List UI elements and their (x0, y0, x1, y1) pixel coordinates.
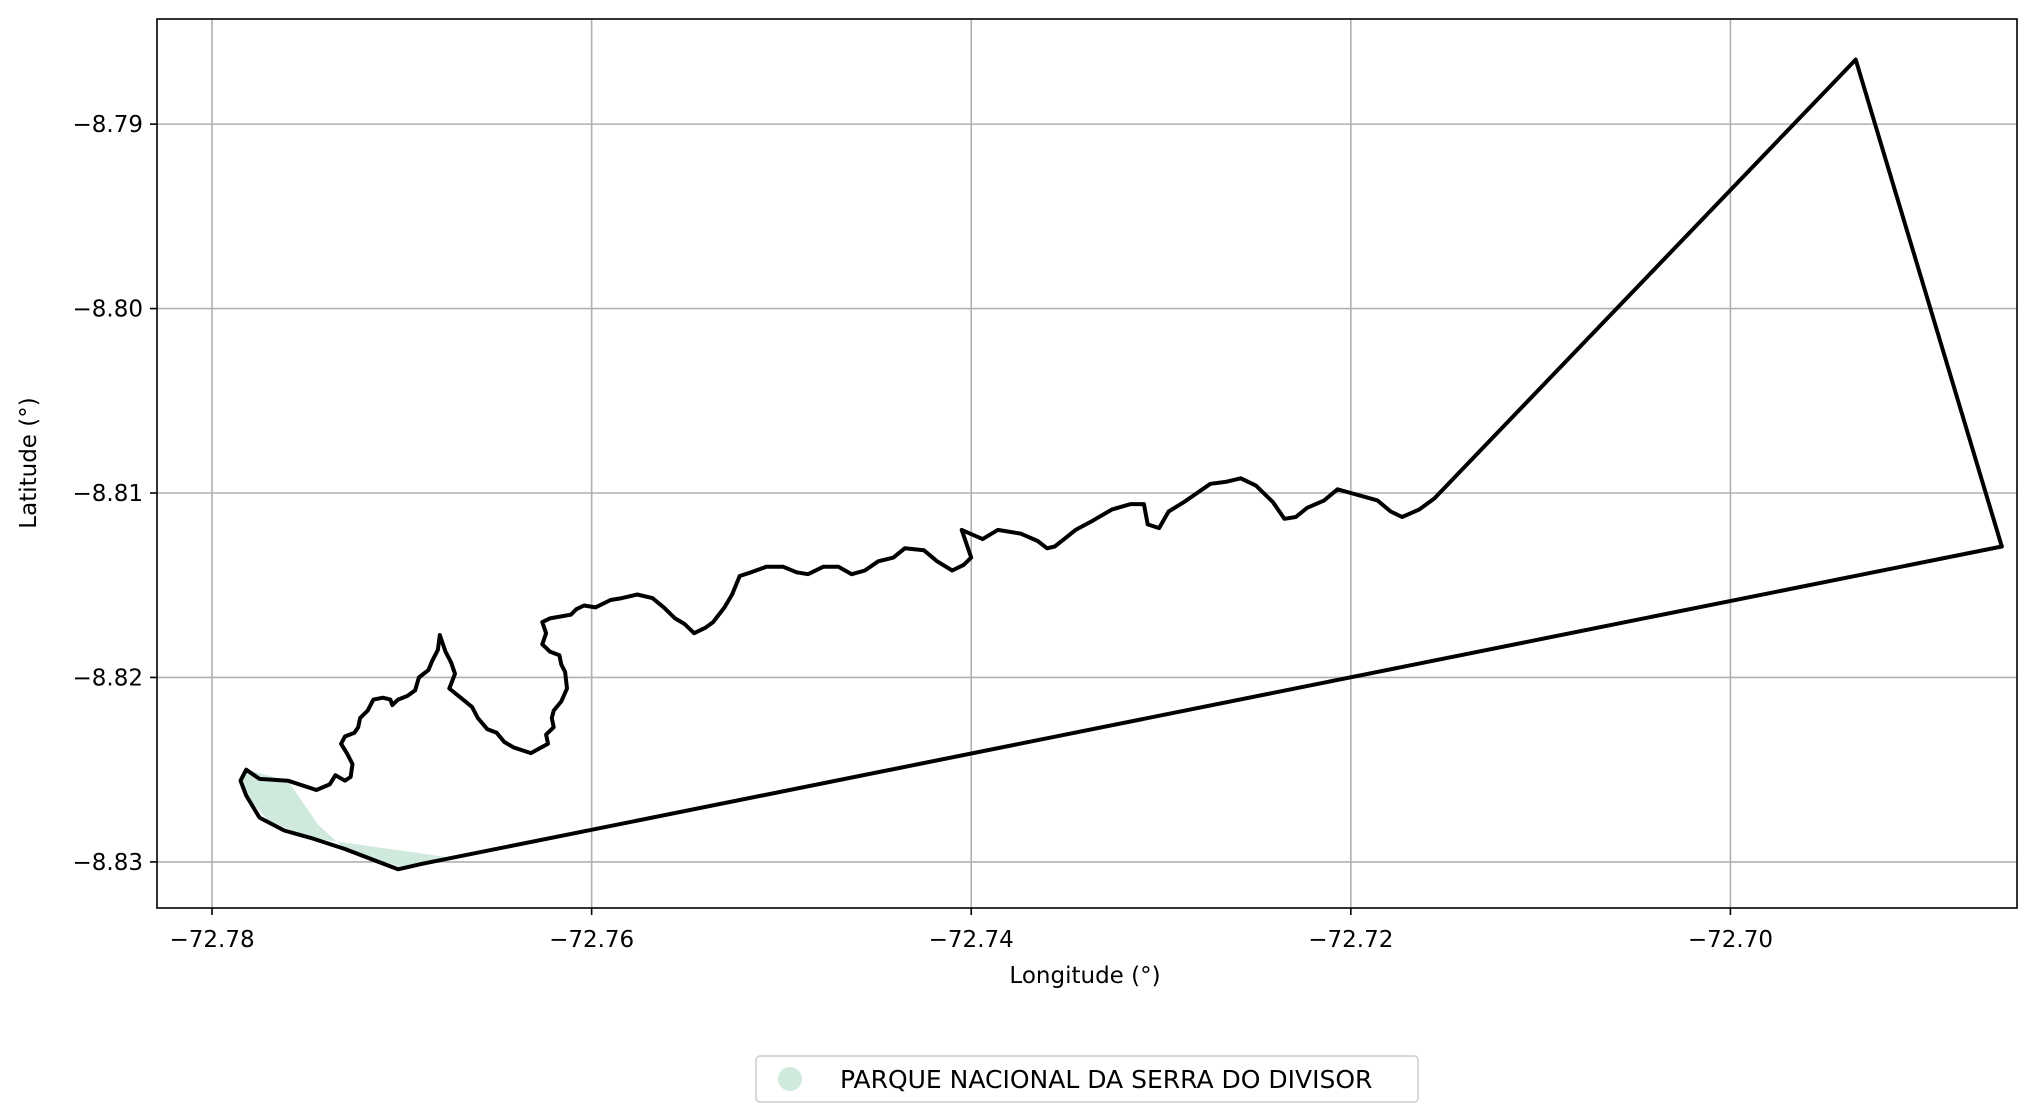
x-tick-label: −72.74 (929, 927, 1014, 953)
y-tick-label: −8.79 (73, 112, 143, 138)
legend-label: PARQUE NACIONAL DA SERRA DO DIVISOR (840, 1065, 1372, 1094)
legend-box (755, 1055, 1419, 1103)
y-tick-label: −8.83 (73, 850, 143, 876)
grid-lines (157, 19, 2017, 908)
x-axis-label: Longitude (°) (1009, 963, 1160, 989)
axes-frame (156, 18, 2018, 909)
x-tick-label: −72.78 (169, 927, 254, 953)
legend-marker (778, 1067, 802, 1091)
y-axis: −8.79 −8.80 −8.81 −8.82 −8.83 (73, 112, 157, 876)
legend: PARQUE NACIONAL DA SERRA DO DIVISOR (755, 1055, 1419, 1103)
x-tick-label: −72.72 (1308, 927, 1393, 953)
park-area-fill (240, 769, 455, 868)
x-tick-label: −72.70 (1688, 927, 1773, 953)
y-tick-label: −8.82 (73, 665, 143, 691)
y-axis-label: Latitude (°) (16, 397, 42, 528)
x-tick-label: −72.76 (549, 927, 634, 953)
y-tick-label: −8.80 (73, 297, 143, 323)
y-tick-label: −8.81 (73, 481, 143, 507)
plot-area (238, 57, 2004, 872)
x-axis: −72.78 −72.76 −72.74 −72.72 −72.70 (169, 908, 1773, 953)
region-boundary-outline (238, 57, 2004, 872)
